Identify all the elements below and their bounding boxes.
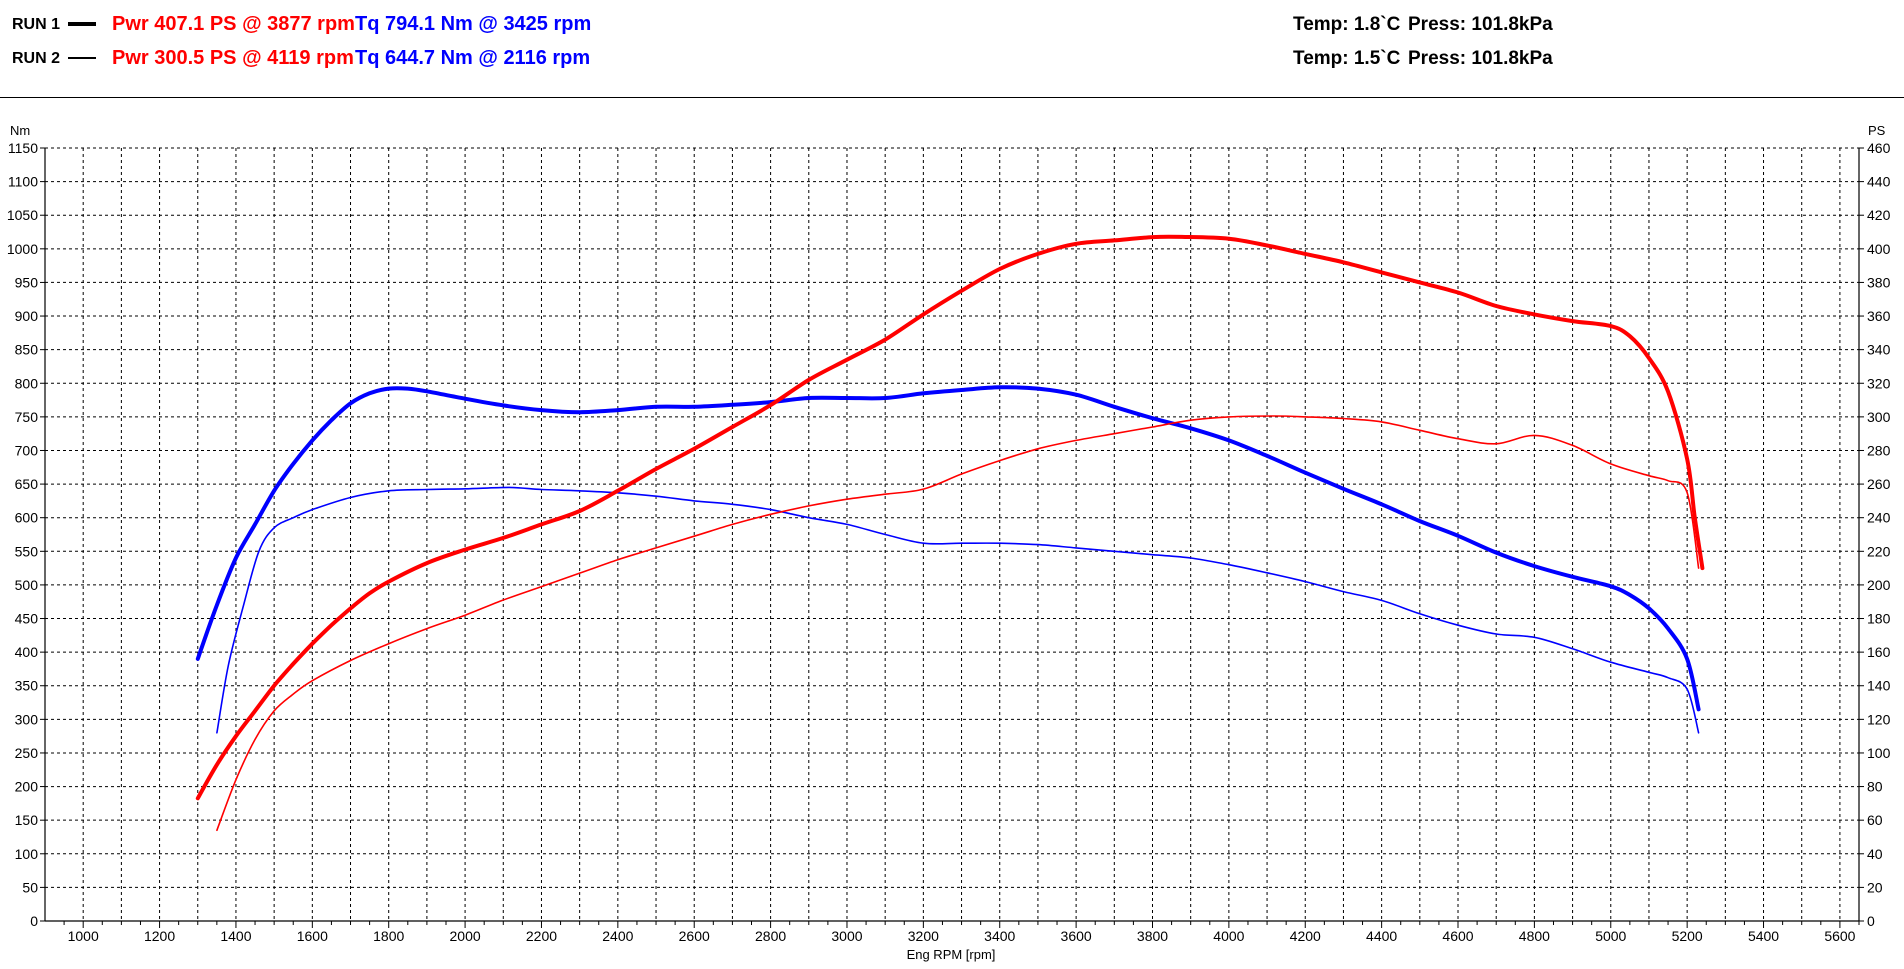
y-right-tick-label: 460: [1867, 140, 1891, 156]
run2-power-peak: Pwr 300.5 PS @ 4119 rpm: [112, 47, 354, 69]
run2-temp: Temp: 1.5`C: [1293, 48, 1401, 69]
x-tick-label: 3400: [984, 928, 1015, 944]
y-right-tick-label: 40: [1867, 846, 1883, 862]
y-left-tick-label: 350: [15, 678, 39, 694]
x-axis-label: Eng RPM [rpm]: [907, 947, 996, 962]
x-tick-label: 5600: [1824, 928, 1855, 944]
run2-torque-curve: [216, 486, 1700, 734]
axis-labels: Nm PS Eng RPM [rpm]: [10, 123, 1886, 962]
series: [195, 234, 1705, 832]
y-right-tick-label: 20: [1867, 879, 1883, 895]
x-tick-label: 3800: [1137, 928, 1168, 944]
y-left-tick-label: 750: [15, 409, 39, 425]
run1-press: Press: 101.8kPa: [1408, 14, 1553, 35]
y-right-tick-label: 240: [1867, 510, 1891, 526]
y-right-tick-label: 200: [1867, 577, 1891, 593]
run2-power-curve: [216, 415, 1700, 832]
y-axis-left-label: Nm: [10, 123, 30, 138]
y-left-tick-label: 450: [15, 611, 39, 627]
y-right-tick-label: 280: [1867, 442, 1891, 458]
x-tick-label: 5400: [1748, 928, 1779, 944]
x-tick-label: 4200: [1290, 928, 1321, 944]
x-tick-label: 2200: [526, 928, 557, 944]
y-right-tick-label: 300: [1867, 409, 1891, 425]
x-tick-label: 1400: [220, 928, 251, 944]
y-right-tick-label: 260: [1867, 476, 1891, 492]
x-tick-label: 5200: [1672, 928, 1703, 944]
run1-power-peak: Pwr 407.1 PS @ 3877 rpm: [112, 13, 355, 35]
axes: 1000 1200 1400 1600 1800 2000 2200 2400 2600 2800…: [7, 140, 1891, 944]
y-right-tick-label: 340: [1867, 342, 1891, 358]
y-left-tick-label: 250: [15, 745, 39, 761]
x-tick-label: 2600: [679, 928, 710, 944]
run1-torque-peak: Tq 794.1 Nm @ 3425 rpm: [355, 13, 592, 35]
y-left-tick-label: 700: [15, 442, 39, 458]
y-left-tick-label: 650: [15, 476, 39, 492]
y-left-tick-label: 550: [15, 543, 39, 559]
y-left-tick-label: 800: [15, 375, 39, 391]
y-left-tick-label: 950: [15, 274, 39, 290]
x-tick-label: 1800: [373, 928, 404, 944]
y-right-tick-label: 400: [1867, 241, 1891, 257]
y-left-tick-label: 50: [22, 879, 38, 895]
run1-temp: Temp: 1.8`C: [1293, 14, 1401, 35]
run1-torque-curve: [195, 385, 1701, 712]
y-left-tick-label: 500: [15, 577, 39, 593]
y-right-tick-label: 440: [1867, 174, 1891, 190]
x-tick-label: 3000: [831, 928, 862, 944]
y-axis-right-label: PS: [1868, 123, 1886, 138]
y-left-tick-label: 0: [30, 913, 38, 929]
x-tick-label: 4000: [1213, 928, 1244, 944]
x-tick-label: 5000: [1595, 928, 1626, 944]
run2-torque-peak: Tq 644.7 Nm @ 2116 rpm: [355, 47, 591, 69]
y-right-tick-label: 380: [1867, 274, 1891, 290]
y-right-tick-label: 220: [1867, 543, 1891, 559]
x-tick-label: 2800: [755, 928, 786, 944]
run1-line-swatch: [68, 22, 96, 26]
x-tick-label: 1600: [297, 928, 328, 944]
x-tick-label: 1000: [68, 928, 99, 944]
y-left-tick-label: 900: [15, 308, 39, 324]
run2-label: RUN 2: [12, 50, 61, 67]
x-tick-label: 1200: [144, 928, 175, 944]
y-right-tick-label: 60: [1867, 812, 1883, 828]
y-left-tick-label: 400: [15, 644, 39, 660]
run2-line-swatch: [68, 57, 96, 59]
y-right-tick-label: 80: [1867, 779, 1883, 795]
y-left-tick-label: 300: [15, 711, 39, 727]
x-tick-label: 2000: [450, 928, 481, 944]
y-left-tick-label: 1150: [8, 140, 38, 156]
y-left-tick-label: 200: [15, 779, 39, 795]
run1-label: RUN 1: [12, 16, 61, 33]
run2-press: Press: 101.8kPa: [1408, 48, 1553, 69]
y-left-tick-label: 1050: [7, 207, 38, 223]
y-left-tick-label: 1000: [7, 241, 38, 257]
x-tick-label: 4800: [1519, 928, 1550, 944]
y-right-tick-label: 100: [1867, 745, 1891, 761]
y-right-tick-label: 140: [1867, 678, 1891, 694]
header: RUN 1 Pwr 407.1 PS @ 3877 rpm Tq 794.1 N…: [0, 0, 1904, 98]
x-tick-label: 4600: [1442, 928, 1473, 944]
y-right-tick-label: 420: [1867, 207, 1891, 223]
y-left-tick-label: 150: [15, 812, 39, 828]
header-divider: [0, 97, 1904, 98]
x-tick-label: 2400: [602, 928, 633, 944]
y-left-tick-label: 1100: [8, 174, 38, 190]
y-right-tick-label: 360: [1867, 308, 1891, 324]
y-left-tick-label: 850: [15, 342, 39, 358]
run1-power-curve: [195, 234, 1705, 801]
y-left-tick-label: 600: [15, 510, 39, 526]
y-right-tick-label: 0: [1867, 913, 1875, 929]
y-right-tick-label: 120: [1867, 711, 1891, 727]
y-left-tick-label: 100: [15, 846, 39, 862]
x-tick-label: 3200: [908, 928, 939, 944]
y-right-tick-label: 160: [1867, 644, 1891, 660]
grid: [45, 147, 1859, 921]
x-tick-label: 3600: [1061, 928, 1092, 944]
y-right-tick-label: 180: [1867, 611, 1891, 627]
x-tick-label: 4400: [1366, 928, 1397, 944]
y-right-tick-label: 320: [1867, 375, 1891, 391]
